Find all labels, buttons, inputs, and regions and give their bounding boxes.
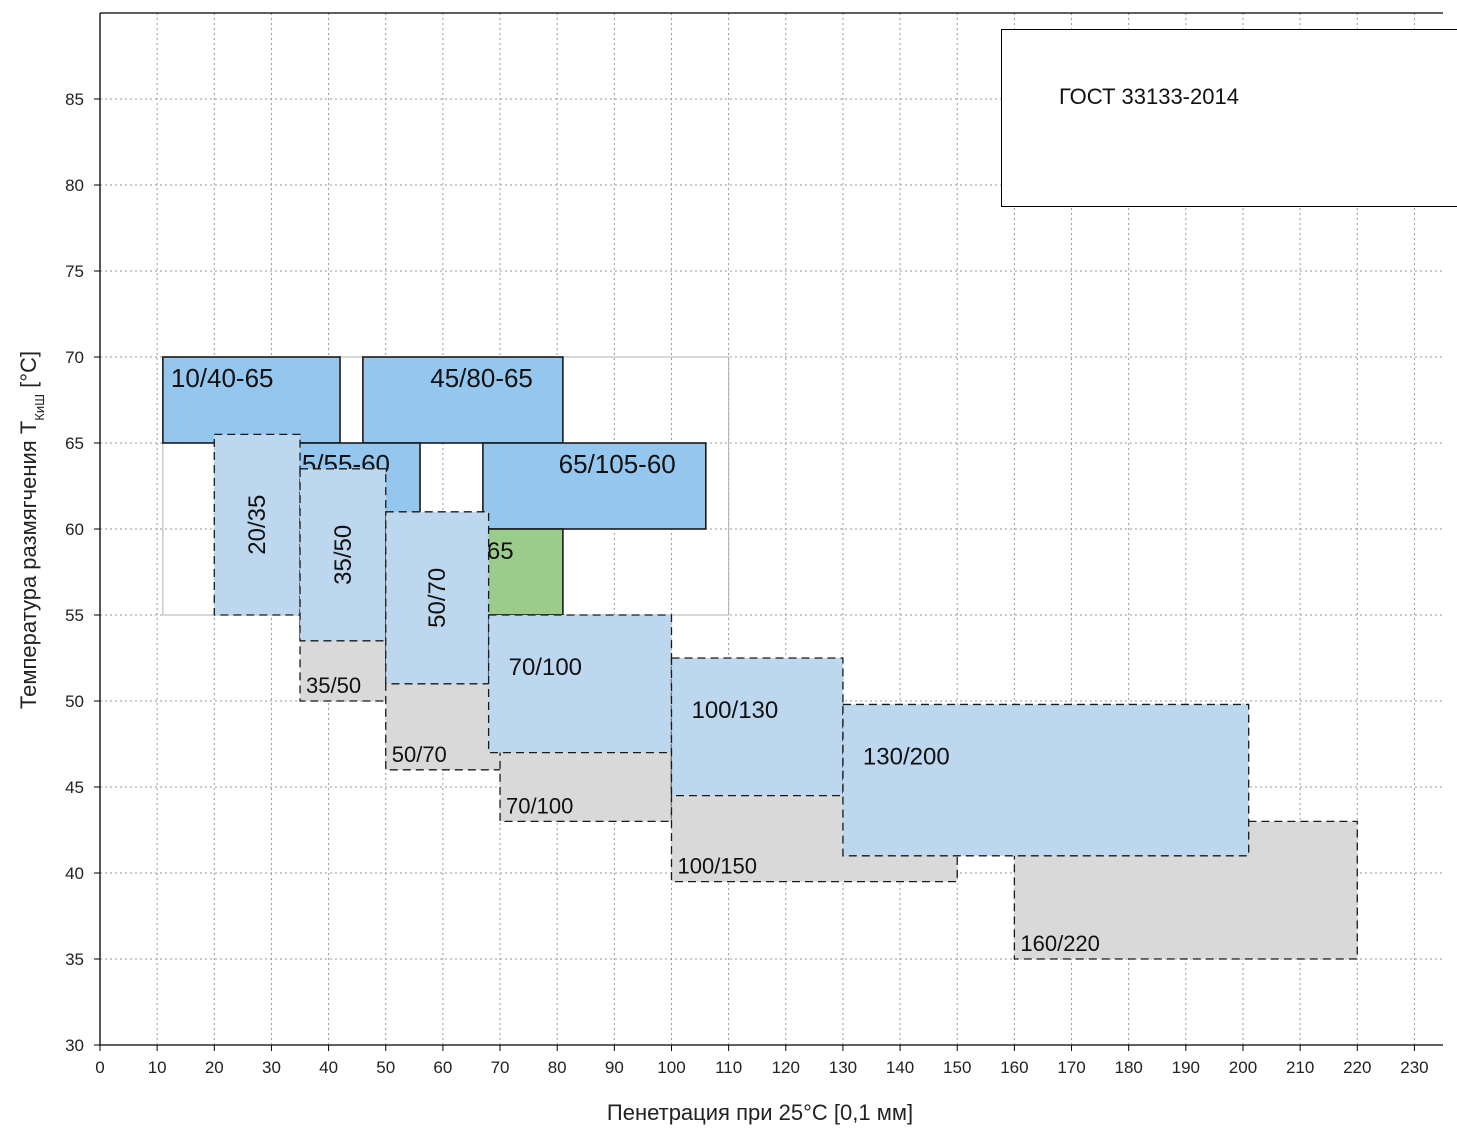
range-box <box>482 442 707 530</box>
range-box <box>213 433 301 616</box>
x-tick-label: 50 <box>376 1058 395 1077</box>
tick-labels: 0 10 20 30 40 50 60 70 80 90 100 110 120 130 140 150 160… <box>65 90 1429 1077</box>
x-tick-label: 130 <box>829 1058 857 1077</box>
x-axis-title: Пенетрация при 25°С [0,1 мм] <box>607 1100 913 1125</box>
legend: ГОСТ 33133-2014 <box>1001 29 1457 207</box>
y-tick-label: 35 <box>65 950 84 969</box>
range-label: 10/40-65 <box>171 363 274 393</box>
range-label: 100/150 <box>677 854 757 879</box>
range-label: 65 <box>487 538 514 565</box>
x-tick-label: 160 <box>1000 1058 1028 1077</box>
range-gost-70-100: 70/100 <box>487 614 673 754</box>
range-green-65: 65 <box>482 528 564 616</box>
range-label: 65/105-60 <box>559 449 676 479</box>
x-tick-label: 20 <box>205 1058 224 1077</box>
y-tick-label: 50 <box>65 692 84 711</box>
range-label: 100/130 <box>691 697 778 724</box>
x-tick-label: 40 <box>319 1058 338 1077</box>
range-box <box>299 468 387 642</box>
y-tick-label: 40 <box>65 864 84 883</box>
x-tick-label: 170 <box>1057 1058 1085 1077</box>
range-label: 35/50 <box>330 525 357 585</box>
range-label: 160/220 <box>1020 931 1100 956</box>
x-tick-label: 200 <box>1229 1058 1257 1077</box>
x-tick-label: 60 <box>433 1058 452 1077</box>
range-box <box>162 356 341 444</box>
y-tick-label: 45 <box>65 778 84 797</box>
range-label: 130/200 <box>863 743 950 770</box>
range-label: 35/50 <box>306 673 361 698</box>
x-tick-label: 150 <box>943 1058 971 1077</box>
range-label: 70/100 <box>506 793 573 818</box>
range-box <box>487 614 673 754</box>
y-tick-label: 55 <box>65 606 84 625</box>
range-label: 50/70 <box>424 568 451 628</box>
range-label: 50/70 <box>392 742 447 767</box>
legend-text: ГОСТ 33133-2014 <box>1059 84 1239 109</box>
x-tick-label: 220 <box>1343 1058 1371 1077</box>
y-tick-label: 85 <box>65 90 84 109</box>
x-tick-label: 140 <box>886 1058 914 1077</box>
y-tick-label: 60 <box>65 520 84 539</box>
range-gost-35-50: 35/50 <box>299 468 387 642</box>
x-tick-label: 10 <box>148 1058 167 1077</box>
range-box <box>362 356 564 444</box>
y-tick-label: 30 <box>65 1036 84 1055</box>
range-box <box>842 703 1250 857</box>
y-axis-title: Температура размягчения ТКиШ [°С] <box>16 351 47 709</box>
range-gost-20-35: 20/35 <box>213 433 301 616</box>
range-pmb-65-105-60: 65/105-60 <box>482 442 707 530</box>
x-tick-label: 90 <box>605 1058 624 1077</box>
range-box <box>482 528 564 616</box>
y-tick-label: 65 <box>65 434 84 453</box>
x-tick-label: 70 <box>491 1058 510 1077</box>
range-label: 20/35 <box>244 495 271 555</box>
range-label: 45/80-65 <box>430 363 533 393</box>
x-tick-label: 0 <box>95 1058 104 1077</box>
range-gost-50-70: 50/70 <box>385 511 490 685</box>
x-tick-label: 190 <box>1172 1058 1200 1077</box>
x-tick-label: 120 <box>772 1058 800 1077</box>
range-label: 70/100 <box>509 654 582 681</box>
x-tick-label: 110 <box>715 1058 742 1077</box>
y-axis-title-subscript: КиШ <box>32 394 47 421</box>
x-tick-label: 100 <box>657 1058 685 1077</box>
range-gost-130-200: 130/200 <box>842 703 1250 857</box>
x-tick-label: 80 <box>548 1058 567 1077</box>
y-tick-label: 70 <box>65 348 84 367</box>
range-box <box>670 657 844 797</box>
y-axis-title-unit: [°С] <box>16 351 41 394</box>
x-tick-label: 230 <box>1400 1058 1428 1077</box>
axes <box>94 12 1443 1051</box>
x-tick-label: 30 <box>262 1058 281 1077</box>
range-pmb-45-80-65: 45/80-65 <box>362 356 564 444</box>
range-gost-100-130: 100/130 <box>670 657 844 797</box>
x-tick-label: 180 <box>1114 1058 1142 1077</box>
x-tick-label: 210 <box>1286 1058 1314 1077</box>
range-box <box>385 511 490 685</box>
y-axis-title-main: Температура размягчения Т <box>16 421 41 709</box>
range-pmb-10-40-65: 10/40-65 <box>162 356 341 444</box>
y-tick-label: 80 <box>65 176 84 195</box>
y-tick-label: 75 <box>65 262 84 281</box>
